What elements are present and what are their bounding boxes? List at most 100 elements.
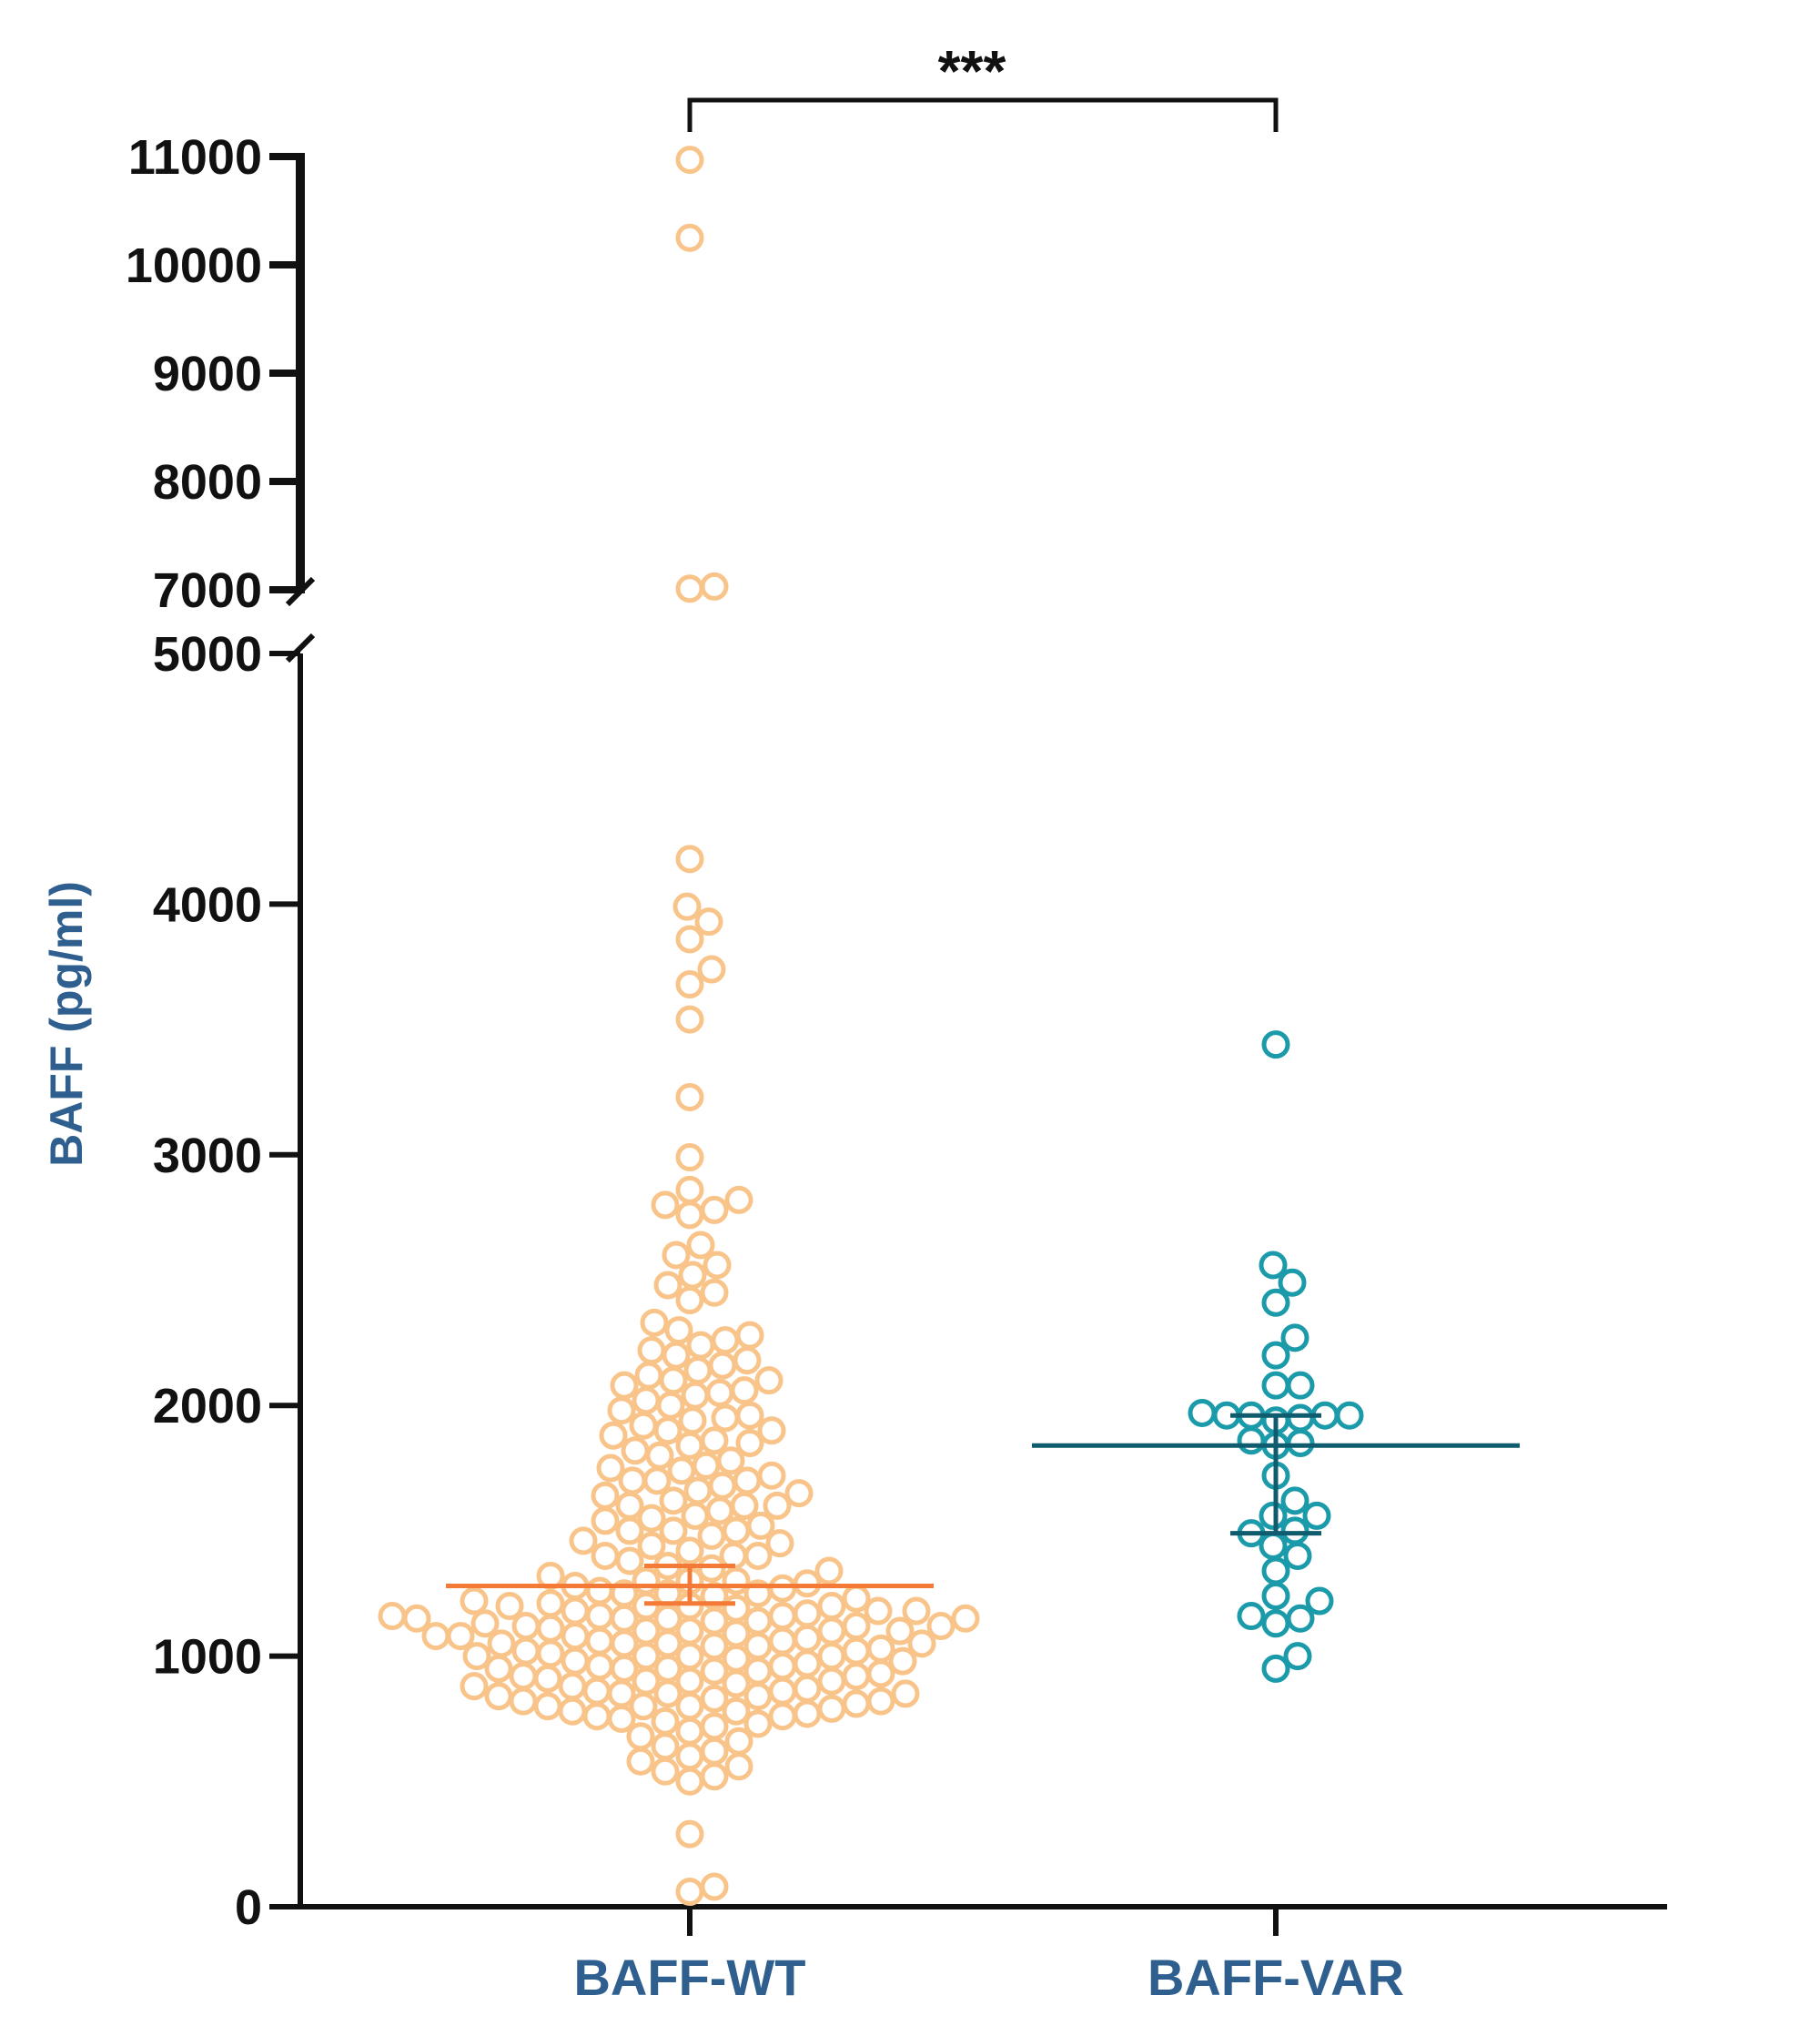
data-point-baff-wt	[817, 1694, 846, 1723]
data-point-baff-wt	[768, 1574, 797, 1603]
data-point-baff-wt	[675, 1742, 704, 1771]
data-points	[378, 146, 1364, 1906]
data-point-baff-wt	[495, 1592, 524, 1621]
data-point-baff-var	[1280, 1323, 1309, 1352]
data-point-baff-wt	[814, 1556, 844, 1585]
data-point-baff-wt	[585, 1626, 614, 1656]
data-point-baff-wt	[681, 1381, 710, 1410]
data-point-baff-wt	[607, 1704, 636, 1733]
data-point-baff-wt	[675, 1616, 704, 1646]
data-point-baff-var	[1286, 1371, 1315, 1400]
data-point-baff-wt	[763, 1491, 792, 1520]
data-point-baff-wt	[686, 1331, 715, 1360]
data-point-baff-wt	[533, 1664, 562, 1693]
data-point-baff-wt	[511, 1636, 541, 1666]
y-ticks: 0 1000 2000 3000 4000 5000 7000 8000 9000 10000 11…	[126, 130, 300, 1935]
data-point-baff-var	[1237, 1426, 1266, 1455]
significance-label: ***	[938, 38, 1006, 104]
data-point-baff-wt	[446, 1622, 475, 1651]
data-point-baff-wt	[610, 1371, 639, 1400]
data-point-baff-wt	[686, 1231, 715, 1260]
data-point-baff-wt	[743, 1682, 773, 1711]
data-point-baff-wt	[722, 1566, 751, 1595]
data-point-baff-wt	[842, 1662, 871, 1691]
data-point-baff-wt	[632, 1566, 661, 1595]
data-point-baff-wt	[460, 1672, 489, 1701]
data-point-baff-wt	[700, 572, 729, 601]
data-point-baff-wt	[610, 1654, 639, 1683]
data-point-baff-wt	[842, 1584, 871, 1613]
data-point-baff-wt	[536, 1614, 565, 1643]
data-point-baff-wt	[675, 1175, 704, 1204]
data-point-baff-wt	[675, 1200, 704, 1230]
axes	[285, 153, 1667, 1936]
data-point-baff-wt	[765, 1529, 794, 1558]
data-point-baff-wt	[585, 1602, 614, 1631]
data-point-baff-var	[1261, 1654, 1290, 1683]
data-point-baff-wt	[817, 1592, 846, 1621]
data-point-baff-wt	[626, 1747, 655, 1776]
data-point-baff-wt	[675, 1717, 704, 1746]
data-point-baff-wt	[705, 1496, 734, 1525]
data-point-baff-wt	[629, 1411, 658, 1440]
data-point-baff-wt	[675, 845, 704, 874]
data-point-baff-wt	[378, 1602, 407, 1631]
data-point-baff-wt	[675, 925, 704, 954]
data-point-baff-wt	[632, 1616, 661, 1646]
data-point-baff-wt	[675, 1143, 704, 1172]
data-point-baff-wt	[637, 1336, 666, 1365]
data-point-baff-wt	[683, 1476, 713, 1505]
summary-lines	[446, 1413, 1520, 1606]
data-point-baff-wt	[735, 1401, 764, 1430]
data-point-baff-wt	[888, 1646, 917, 1676]
data-point-baff-var	[1286, 1403, 1315, 1433]
data-point-baff-wt	[678, 1261, 707, 1290]
data-point-baff-wt	[708, 1351, 737, 1380]
data-point-baff-wt	[509, 1687, 538, 1716]
data-point-baff-wt	[768, 1626, 797, 1656]
data-point-baff-wt	[817, 1616, 846, 1646]
data-point-baff-wt	[533, 1692, 562, 1721]
data-point-baff-wt	[885, 1616, 915, 1646]
data-point-baff-wt	[711, 1403, 740, 1433]
data-point-baff-wt	[793, 1674, 822, 1703]
data-point-baff-wt	[700, 1762, 729, 1791]
data-point-baff-wt	[700, 1195, 729, 1224]
data-point-baff-var	[1305, 1586, 1334, 1616]
data-point-baff-wt	[768, 1602, 797, 1631]
data-point-baff-wt	[683, 1356, 713, 1385]
y-tick-label-0: 0	[235, 1880, 262, 1935]
data-point-baff-var	[1286, 1604, 1315, 1633]
data-point-baff-wt	[629, 1692, 658, 1721]
data-point-baff-wt	[703, 1251, 732, 1280]
data-point-baff-wt	[817, 1666, 846, 1696]
data-point-baff-wt	[708, 1471, 737, 1500]
y-tick-label-2000: 2000	[153, 1379, 262, 1433]
y-tick-label-3000: 3000	[153, 1129, 262, 1183]
data-point-baff-wt	[711, 1326, 740, 1355]
data-point-baff-wt	[743, 1632, 773, 1661]
data-point-baff-wt	[662, 1341, 691, 1370]
data-point-baff-var	[1259, 1251, 1288, 1280]
data-point-baff-wt	[558, 1697, 587, 1726]
data-point-baff-wt	[634, 1361, 663, 1390]
data-point-baff-wt	[651, 1707, 680, 1736]
data-point-baff-wt	[722, 1644, 751, 1673]
data-point-baff-wt	[746, 1511, 775, 1540]
data-point-baff-wt	[675, 146, 704, 175]
data-point-baff-wt	[730, 1491, 759, 1520]
data-point-baff-wt	[891, 1679, 920, 1708]
data-point-baff-wt	[582, 1676, 612, 1706]
data-point-baff-wt	[607, 1396, 636, 1425]
data-point-baff-wt	[651, 1732, 680, 1761]
data-point-baff-wt	[561, 1622, 590, 1651]
data-point-baff-wt	[700, 1684, 729, 1713]
data-point-baff-wt	[632, 1642, 661, 1671]
y-tick-label-10000: 10000	[126, 238, 262, 293]
data-point-baff-wt	[675, 1431, 704, 1460]
data-point-baff-wt	[675, 1692, 704, 1721]
data-point-baff-wt	[596, 1454, 625, 1483]
data-point-baff-wt	[640, 1308, 669, 1337]
data-point-baff-wt	[700, 1737, 729, 1766]
data-point-baff-wt	[675, 1666, 704, 1696]
